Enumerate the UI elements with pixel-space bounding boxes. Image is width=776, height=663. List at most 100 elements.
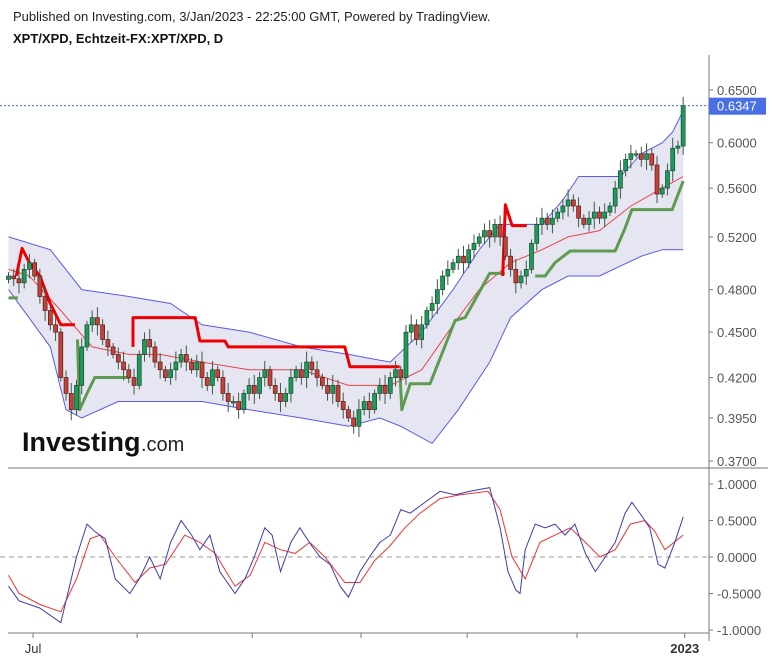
candle-up (241, 393, 247, 411)
candle-up (194, 361, 200, 371)
candle-up (361, 401, 367, 411)
candle (628, 144, 634, 169)
candle-up (372, 393, 377, 411)
candle-up (283, 393, 289, 402)
candle-down (382, 385, 388, 394)
candle (529, 239, 534, 274)
candle (95, 307, 100, 336)
candle (231, 395, 236, 408)
candle-down (597, 211, 602, 219)
candle (503, 232, 508, 261)
osc-tick-label: 0.5000 (717, 514, 757, 529)
candle-up (168, 369, 173, 378)
candle-down (16, 278, 22, 284)
candle-down (58, 331, 64, 378)
candle-down (314, 369, 320, 378)
candle-down (513, 269, 519, 284)
candle (466, 244, 472, 269)
candle (560, 198, 566, 220)
candle (288, 368, 294, 403)
candle-up (304, 361, 309, 378)
candle-down (121, 361, 126, 371)
candle (586, 210, 592, 232)
candle-down (638, 153, 644, 160)
candle-up (612, 187, 618, 207)
candle-up (644, 153, 649, 160)
candle (267, 365, 273, 390)
logo-suffix: .com (141, 434, 184, 456)
candle-up (550, 217, 555, 225)
candle (178, 348, 184, 368)
candle-down (649, 153, 655, 166)
candle (241, 389, 247, 414)
candle-up (482, 230, 487, 238)
symbol-title: XPT/XPD, Echtzeit-FX:XPT/XPD, D (13, 31, 224, 46)
candle-down (497, 224, 503, 238)
candle-up (136, 354, 142, 386)
candle (377, 378, 383, 401)
candle (163, 365, 168, 382)
stop-green-line (535, 180, 685, 278)
candle-up (602, 211, 608, 219)
candle (367, 392, 372, 419)
candle-up (419, 324, 425, 340)
candle (126, 364, 132, 384)
candle-down (105, 339, 111, 348)
candle-down (215, 369, 221, 378)
candle-up (387, 377, 393, 394)
candle-down (225, 393, 231, 402)
price-tick-label: 0.5200 (717, 230, 757, 245)
price-tick-label: 0.4800 (717, 283, 757, 298)
stop-red-line (131, 316, 400, 369)
candle (518, 270, 524, 289)
candle (16, 268, 22, 294)
last-price-badge (709, 97, 766, 115)
candle (356, 399, 362, 437)
candle (654, 156, 660, 203)
candle (555, 208, 561, 223)
candle (539, 207, 545, 236)
candle (100, 319, 105, 346)
candle (335, 379, 341, 408)
candle (283, 387, 289, 408)
candle-up (445, 269, 451, 277)
candle-up (565, 199, 571, 207)
candle (63, 370, 69, 401)
candle-down (100, 324, 105, 340)
candle (220, 370, 226, 401)
candle (299, 362, 304, 385)
candle (612, 180, 618, 214)
candle-down (267, 369, 273, 386)
candle-up (492, 224, 498, 238)
candle (340, 392, 346, 419)
candle (476, 232, 482, 248)
time-tick-label: Jul (25, 641, 42, 656)
candle-up (330, 385, 336, 394)
candle-down (508, 255, 513, 270)
candle (675, 140, 681, 154)
candle-up (623, 159, 628, 172)
candle-up (471, 242, 477, 251)
candle-up (79, 346, 85, 386)
candle-down (299, 369, 304, 378)
candle-up (618, 170, 623, 189)
candle-up (476, 236, 482, 244)
candle-down (220, 377, 226, 394)
candle-up (257, 377, 262, 394)
candle-up (466, 249, 472, 264)
candle (346, 405, 351, 422)
candle (581, 214, 587, 229)
candle (110, 342, 116, 359)
candle (194, 354, 200, 378)
candle (183, 345, 189, 372)
price-tick-label: 0.3700 (717, 454, 757, 469)
price-tick-label: 0.4200 (717, 371, 757, 386)
candle-down (654, 164, 660, 195)
candle (115, 347, 121, 370)
oscillator-fast-line (8, 487, 684, 624)
candle-down (461, 255, 466, 264)
candle (576, 197, 581, 228)
candle-up (539, 217, 545, 225)
candle-up (84, 324, 90, 348)
